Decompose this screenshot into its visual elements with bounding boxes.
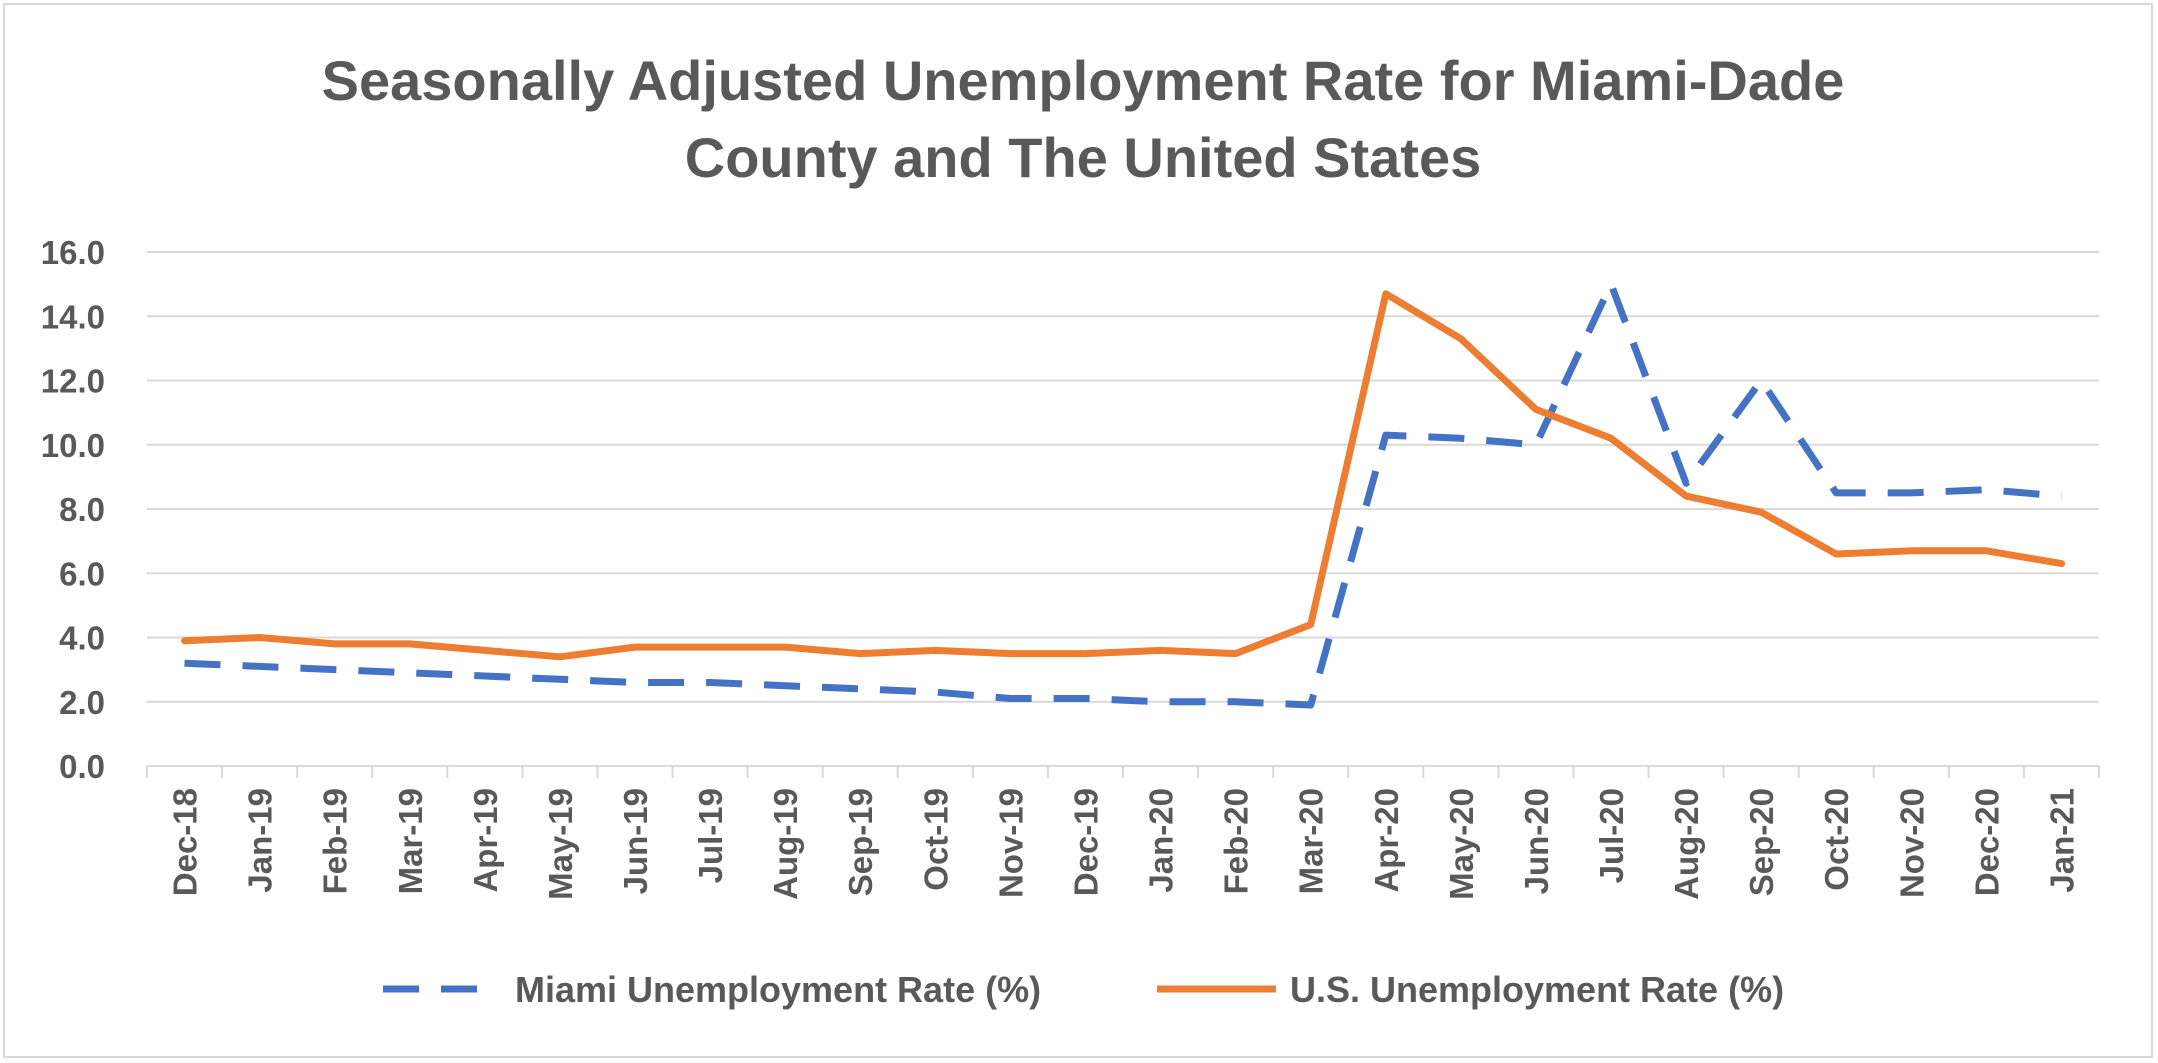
y-tick-label: 2.0 [59, 684, 105, 721]
x-tick-label: Jun-19 [617, 788, 654, 894]
x-axis: Dec-18 Jan-19 Feb-19 Mar-19 Apr-19 May-19 Jun-… [146, 765, 2100, 900]
x-tick-label: Aug-20 [1668, 788, 1705, 900]
series-lines [181, 280, 2065, 709]
y-tick-label: 6.0 [59, 555, 105, 592]
x-tick-label: Nov-19 [992, 788, 1029, 898]
y-tick-label: 16.0 [41, 234, 105, 271]
x-tick-label: Jan-19 [242, 788, 279, 893]
legend-label-us: U.S. Unemployment Rate (%) [1290, 969, 1784, 1010]
legend-label-miami: Miami Unemployment Rate (%) [515, 969, 1041, 1010]
x-tick-label: Feb-19 [317, 788, 354, 894]
legend: Miami Unemployment Rate (%) U.S. Unemploy… [383, 969, 1784, 1010]
chart-title-line-2: County and The United States [685, 126, 1482, 189]
x-tick-label: Jan-21 [2043, 788, 2080, 893]
gridlines [147, 251, 2099, 703]
series-line-us [181, 290, 2065, 661]
x-tick-label: Sep-19 [842, 788, 879, 896]
x-tick-label: Jul-19 [692, 788, 729, 883]
y-tick-label: 0.0 [59, 748, 105, 785]
x-tick-label: Jan-20 [1143, 788, 1180, 893]
y-axis: 0.0 2.0 4.0 6.0 8.0 10.0 12.0 14.0 16.0 [41, 234, 105, 785]
x-tick-label: Apr-20 [1368, 788, 1405, 893]
x-tick-label: Dec-20 [1968, 788, 2005, 896]
y-tick-label: 12.0 [41, 363, 105, 400]
x-tick-label: Mar-20 [1293, 788, 1330, 894]
x-tick-label: Apr-19 [467, 788, 504, 893]
y-tick-label: 4.0 [59, 620, 105, 657]
x-tick-label: Oct-20 [1818, 788, 1855, 891]
x-tick-label: Oct-19 [917, 788, 954, 891]
x-tick-label: May-20 [1443, 788, 1480, 900]
y-tick-label: 10.0 [41, 427, 105, 464]
x-tick-label: Dec-18 [167, 788, 204, 896]
x-tick-label: Mar-19 [392, 788, 429, 894]
x-tick-label: Jul-20 [1593, 788, 1630, 883]
x-tick-label: Jun-20 [1518, 788, 1555, 894]
x-tick-label: Aug-19 [767, 788, 804, 900]
x-tick-label: Nov-20 [1893, 788, 1930, 898]
chart-title-line-1: Seasonally Adjusted Unemployment Rate fo… [322, 49, 1845, 112]
x-tick-label: Feb-20 [1218, 788, 1255, 894]
chart-title: Seasonally Adjusted Unemployment Rate fo… [322, 49, 1845, 189]
x-tick-label: Dec-19 [1067, 788, 1104, 896]
x-tick-label: Sep-20 [1743, 788, 1780, 896]
y-tick-label: 8.0 [59, 491, 105, 528]
y-tick-label: 14.0 [41, 298, 105, 335]
x-tick-label: May-19 [542, 788, 579, 900]
series-line-miami [184, 280, 2062, 709]
